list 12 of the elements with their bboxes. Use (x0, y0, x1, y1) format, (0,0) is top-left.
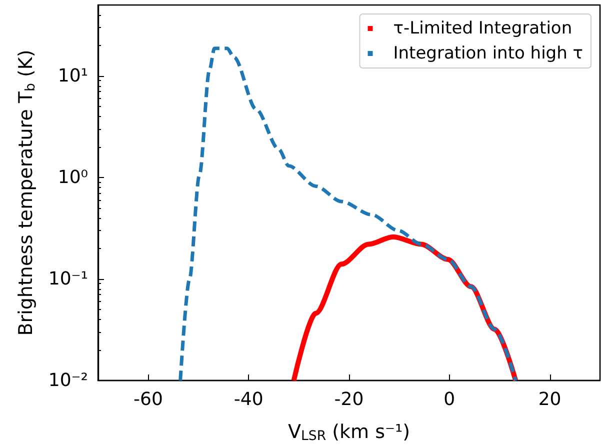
x-tick-label: 0 (444, 389, 456, 410)
y-tick-label: 10⁰ (58, 166, 88, 188)
y-tick-label: 10¹ (58, 65, 88, 86)
x-tick-label: 20 (538, 389, 562, 410)
legend-label: Integration into high τ (393, 44, 583, 64)
y-axis-title: Brightness temperature Tb (K) (15, 50, 38, 336)
x-tick-label: -20 (334, 389, 364, 410)
y-tick-label: 10⁻¹ (48, 268, 88, 290)
legend-label: τ-Limited Integration (393, 18, 572, 38)
x-tick-label: -60 (133, 389, 163, 410)
y-tick-label: 10⁻² (48, 370, 88, 391)
x-tick-label: -40 (234, 389, 264, 410)
